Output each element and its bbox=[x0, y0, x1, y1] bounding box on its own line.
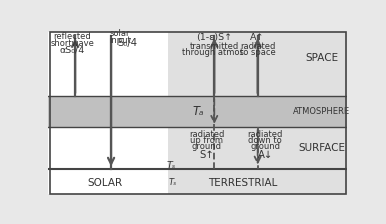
Text: ground: ground bbox=[250, 142, 280, 151]
Text: Tₐ: Tₐ bbox=[192, 105, 203, 118]
Bar bbox=[48, 96, 347, 127]
Text: solar: solar bbox=[110, 29, 130, 38]
Text: S₀/4: S₀/4 bbox=[117, 39, 137, 48]
Text: Tₛ: Tₛ bbox=[168, 179, 176, 187]
Text: through atmos.: through atmos. bbox=[182, 48, 247, 57]
Text: ATMOSPHERE: ATMOSPHERE bbox=[293, 107, 350, 116]
Text: up from: up from bbox=[190, 136, 223, 145]
Text: to space: to space bbox=[240, 48, 276, 57]
Text: αS₀/4: αS₀/4 bbox=[59, 45, 85, 54]
Text: down to: down to bbox=[248, 136, 282, 145]
Text: transmitted: transmitted bbox=[190, 41, 239, 51]
Text: radiated: radiated bbox=[240, 41, 275, 51]
Text: SURFACE: SURFACE bbox=[298, 144, 345, 153]
Text: SPACE: SPACE bbox=[305, 53, 339, 63]
Text: TERRESTRIAL: TERRESTRIAL bbox=[208, 178, 278, 188]
Text: radiated: radiated bbox=[189, 129, 225, 138]
Text: radiated: radiated bbox=[247, 129, 283, 138]
Text: A↑: A↑ bbox=[251, 33, 265, 42]
Text: A↓: A↓ bbox=[257, 150, 273, 160]
Text: reflected: reflected bbox=[53, 32, 91, 41]
Bar bbox=[48, 32, 168, 194]
Text: SOLAR: SOLAR bbox=[88, 178, 123, 188]
Text: input: input bbox=[110, 36, 131, 45]
Text: ground: ground bbox=[192, 142, 222, 151]
Text: Tₛ: Tₛ bbox=[166, 161, 176, 170]
Bar bbox=[168, 32, 347, 194]
Text: shortwave: shortwave bbox=[50, 39, 94, 47]
Text: S↑: S↑ bbox=[199, 150, 214, 160]
Text: (1-ε)S↑: (1-ε)S↑ bbox=[196, 33, 232, 42]
